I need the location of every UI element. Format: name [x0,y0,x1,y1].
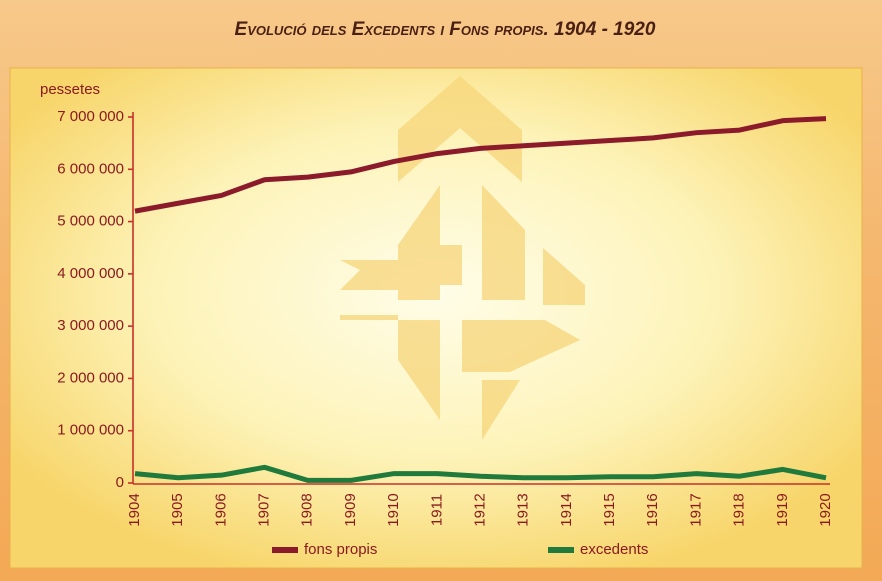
x-tick-label: 1912 [471,493,488,526]
emblem [340,76,585,440]
x-tick-label: 1911 [428,494,445,526]
x-tick-label: 1910 [385,493,402,526]
x-tick-label: 1904 [126,493,143,526]
y-tick-label: 5 000 000 [57,213,124,230]
x-tick-label: 1916 [644,493,661,526]
y-tick-label: 4 000 000 [57,265,124,282]
x-tick-label: 1914 [558,493,575,526]
y-tick-label: 2 000 000 [57,369,124,386]
x-tick-label: 1913 [515,493,532,526]
y-tick-label: 0 [116,474,124,491]
y-tick-label: 6 000 000 [57,160,124,177]
x-tick-label: 1908 [299,493,316,526]
legend-label: excedents [580,541,648,558]
line-series [134,464,827,483]
x-tick-label: 1909 [342,493,359,526]
chart-title: Evolució dels Excedents i Fons propis. 1… [235,19,656,40]
y-tick-label: 7 000 000 [57,108,124,125]
x-tick-label: 1917 [687,493,704,526]
y-tick-label: 3 000 000 [57,317,124,334]
legend-swatch [272,547,298,553]
x-tick-label: 1905 [169,493,186,526]
x-tick-label: 1919 [774,493,791,526]
legend-label: fons propis [304,541,377,558]
x-tick-label: 1918 [731,493,748,526]
x-tick-label: 1915 [601,493,618,526]
x-tick-label: 1906 [212,493,229,526]
x-tick-label: 1907 [256,493,273,526]
y-axis-label: pessetes [40,81,100,98]
legend-swatch [548,547,574,553]
x-tick-label: 1920 [817,493,834,526]
line-series [134,116,827,214]
y-tick-label: 1 000 000 [57,422,124,439]
